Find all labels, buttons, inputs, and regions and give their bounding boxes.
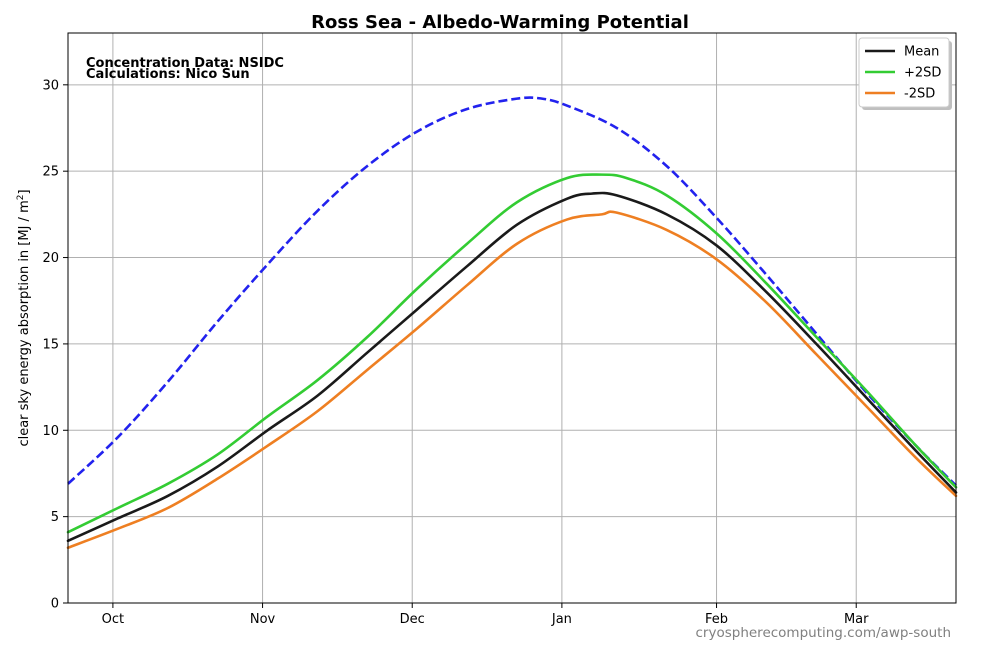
- y-tick-label: 5: [51, 510, 59, 525]
- x-tick-label: Oct: [102, 612, 124, 627]
- y-tick-label: 30: [42, 78, 59, 93]
- y-axis-label-main: clear sky energy absorption in [MJ / m: [17, 200, 32, 446]
- grid-lines: [68, 33, 956, 604]
- series-line-2sd: [66, 173, 958, 534]
- plot-frame: [67, 32, 957, 604]
- legend-label: Mean: [904, 45, 939, 60]
- credit-data-source: Concentration Data: NSIDC: [86, 56, 284, 71]
- y-tick-label: 0: [51, 597, 59, 612]
- x-axis: Oct Nov Dec Jan Feb Mar: [102, 603, 869, 627]
- series-line-dashed: [67, 96, 957, 487]
- x-tick-label: Nov: [250, 612, 276, 627]
- legend-label: +2SD: [904, 66, 941, 81]
- y-axis-label-end: ]: [17, 189, 32, 194]
- y-axis: 0 5 10 15 20 25 30: [42, 78, 68, 612]
- x-tick-label: Jan: [551, 612, 572, 627]
- series-lines: [66, 96, 958, 550]
- x-tick-label: Dec: [400, 612, 425, 627]
- series-line-2sd: [66, 210, 958, 550]
- x-tick-label: Mar: [844, 612, 869, 627]
- series-line-mean: [66, 191, 958, 543]
- y-axis-label-superscript: 2: [16, 195, 26, 201]
- chart-title: Ross Sea - Albedo-Warming Potential: [311, 12, 689, 33]
- y-axis-label: clear sky energy absorption in [MJ / m2]: [16, 189, 32, 446]
- y-tick-label: 10: [42, 424, 59, 439]
- watermark: cryospherecomputing.com/awp-south: [696, 625, 952, 641]
- legend: Mean +2SD -2SD: [858, 37, 952, 110]
- credit-calculations: Calculations: Nico Sun: [86, 67, 250, 82]
- y-tick-label: 15: [42, 337, 59, 352]
- legend-label: -2SD: [904, 87, 935, 102]
- x-tick-label: Feb: [705, 612, 728, 627]
- y-tick-label: 25: [42, 165, 59, 180]
- y-tick-label: 20: [42, 251, 59, 266]
- legend-box: [858, 37, 950, 108]
